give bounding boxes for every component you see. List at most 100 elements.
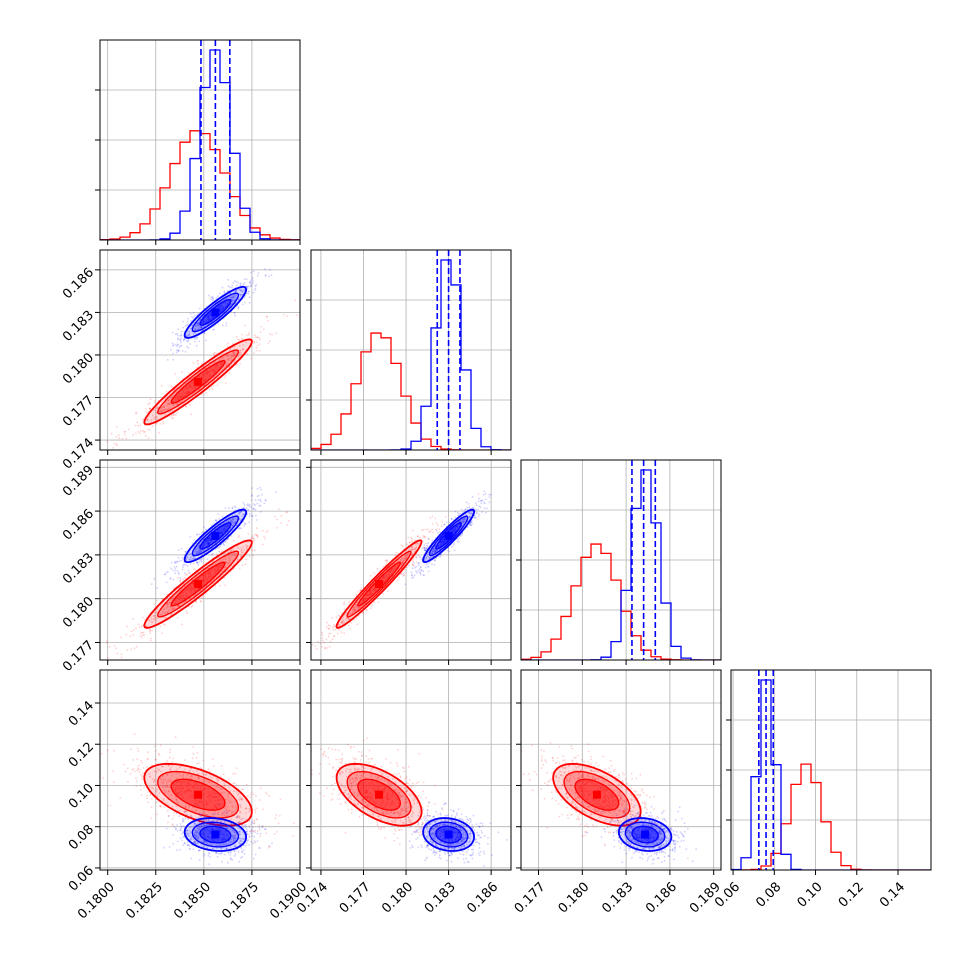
scatter-point: [235, 552, 237, 555]
scatter-point: [166, 785, 168, 788]
scatter-point: [254, 508, 257, 511]
scatter-point: [174, 736, 177, 738]
scatter-point: [171, 761, 174, 763]
scatter-point: [156, 587, 159, 589]
scatter-point: [189, 562, 192, 565]
scatter-point: [250, 506, 253, 509]
scatter-point: [231, 554, 234, 557]
scatter-point: [410, 546, 413, 549]
scatter-point: [115, 436, 118, 438]
scatter-point: [198, 550, 201, 552]
scatter-point: [198, 326, 201, 328]
scatter-point: [198, 544, 200, 547]
scatter-point: [265, 531, 268, 533]
scatter-point: [170, 561, 173, 564]
scatter-point: [155, 771, 158, 774]
scatter-point: [277, 822, 280, 825]
scatter-point: [149, 407, 151, 410]
scatter-point: [187, 569, 190, 572]
scatter-point: [336, 632, 339, 635]
scatter-point: [170, 396, 173, 399]
scatter-point: [210, 777, 213, 780]
scatter-point: [407, 564, 410, 567]
scatter-point: [164, 791, 166, 794]
scatter-point: [231, 296, 234, 299]
tick-label-y: 0.174: [60, 436, 97, 473]
scatter-point: [324, 647, 327, 650]
scatter-point: [441, 520, 444, 523]
scatter-point: [232, 811, 234, 814]
scatter-point: [129, 635, 132, 637]
scatter-point: [222, 558, 225, 561]
scatter-point: [248, 290, 250, 293]
scatter-point: [197, 548, 200, 551]
scatter-point: [432, 547, 435, 550]
scatter-point: [123, 430, 126, 433]
scatter-point: [224, 556, 227, 559]
scatter-point: [226, 806, 229, 808]
scatter-point: [238, 513, 241, 516]
scatter-point: [257, 272, 260, 274]
scatter-point: [125, 437, 128, 440]
scatter-point: [243, 296, 246, 299]
scatter-point: [222, 356, 225, 359]
scatter-point: [256, 527, 258, 530]
scatter-point: [171, 331, 174, 334]
scatter-point: [239, 511, 242, 514]
scatter-point: [243, 278, 246, 280]
scatter-point: [228, 809, 231, 812]
scatter-point: [154, 402, 157, 404]
scatter-point: [190, 767, 193, 770]
scatter-point: [338, 614, 340, 617]
scatter-point: [126, 649, 129, 651]
scatter-point: [192, 312, 195, 314]
scatter-point: [212, 552, 214, 555]
scatter-point: [417, 562, 420, 565]
scatter-point: [239, 295, 242, 297]
scatter-point: [231, 354, 233, 356]
scatter-point: [133, 629, 135, 632]
scatter-point: [357, 607, 360, 609]
scatter-point: [172, 757, 175, 760]
scatter-point: [258, 349, 261, 352]
panel-2-1: [306, 459, 512, 665]
scatter-point: [225, 552, 227, 555]
scatter-point: [229, 550, 232, 553]
scatter-point: [113, 749, 115, 752]
scatter-point: [241, 303, 244, 306]
scatter-point: [197, 322, 200, 325]
scatter-point: [401, 559, 404, 562]
scatter-point: [213, 351, 216, 354]
scatter-point: [140, 774, 142, 776]
scatter-point: [198, 549, 201, 551]
scatter-point: [237, 307, 240, 310]
scatter-point: [236, 546, 239, 549]
scatter-point: [248, 301, 251, 304]
scatter-point: [470, 512, 473, 515]
scatter-point: [152, 615, 155, 617]
scatter-point: [188, 769, 191, 772]
scatter-point: [135, 785, 138, 788]
scatter-point: [329, 640, 332, 643]
scatter-point: [420, 558, 423, 561]
scatter-point: [327, 635, 330, 638]
scatter-point: [225, 368, 228, 371]
scatter-point: [200, 824, 203, 827]
scatter-point: [120, 653, 123, 656]
scatter-point: [143, 634, 146, 636]
scatter-point: [191, 324, 193, 327]
scatter-point: [230, 813, 233, 816]
scatter-point: [411, 563, 414, 566]
scatter-point: [266, 529, 269, 532]
scatter-point: [100, 752, 103, 755]
scatter-point: [189, 343, 192, 345]
scatter-point: [333, 635, 336, 638]
scatter-point: [431, 528, 433, 531]
scatter-point: [170, 609, 173, 611]
scatter-point: [237, 306, 240, 309]
scatter-point: [431, 552, 433, 554]
scatter-point: [435, 549, 438, 552]
scatter-point: [468, 523, 471, 526]
scatter-point: [162, 799, 165, 802]
scatter-point: [311, 643, 314, 646]
